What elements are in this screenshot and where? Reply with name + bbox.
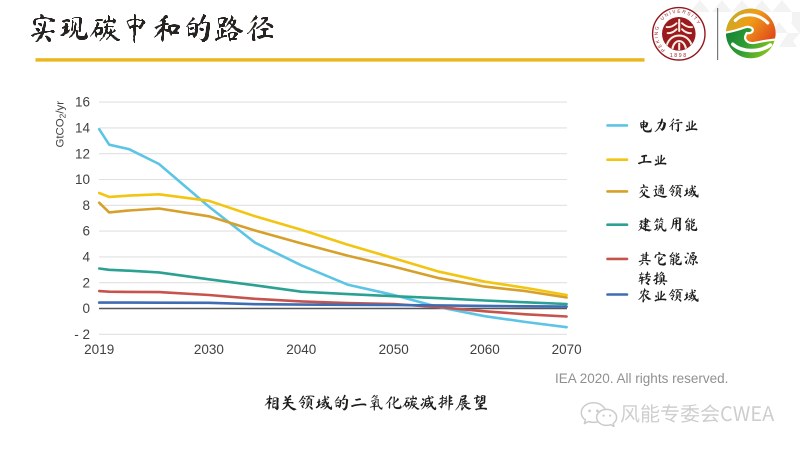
svg-text:4: 4: [82, 250, 90, 265]
svg-text:IEA 2020. All rights reserved.: IEA 2020. All rights reserved.: [555, 371, 728, 386]
svg-text:10: 10: [75, 172, 90, 187]
svg-text:GtCO2/yr: GtCO2/yr: [55, 101, 68, 148]
svg-text:2019: 2019: [84, 342, 114, 357]
svg-text:12: 12: [75, 146, 90, 161]
svg-text:8: 8: [82, 198, 90, 213]
svg-text:14: 14: [75, 121, 91, 136]
svg-text:2070: 2070: [552, 342, 582, 357]
svg-text:2060: 2060: [470, 342, 500, 357]
svg-text:2: 2: [82, 275, 90, 290]
svg-text:1898: 1898: [670, 53, 688, 59]
svg-text:2050: 2050: [379, 342, 409, 357]
svg-text:2030: 2030: [194, 342, 224, 357]
svg-text:6: 6: [82, 224, 90, 239]
svg-text:- 2: - 2: [74, 327, 90, 342]
svg-text:2040: 2040: [286, 342, 316, 357]
svg-text:16: 16: [75, 95, 90, 110]
svg-text:0: 0: [82, 301, 90, 316]
